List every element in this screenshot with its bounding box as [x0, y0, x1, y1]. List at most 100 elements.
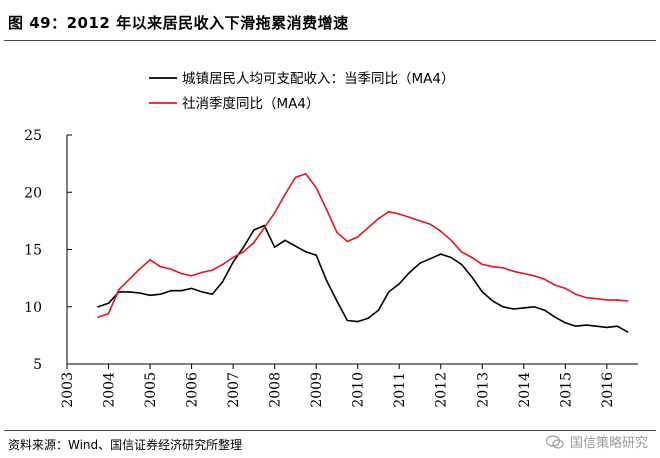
- legend-label-2: 社消季度同比（MA4）: [182, 96, 319, 112]
- data-point-2: [107, 312, 110, 315]
- series-layer: [97, 173, 629, 333]
- watermark: 国信策略研究: [545, 432, 648, 451]
- title-divider: [4, 40, 656, 41]
- data-point-1: [253, 229, 255, 231]
- data-point-2: [201, 271, 203, 274]
- data-point-2: [616, 299, 618, 301]
- data-point-2: [574, 293, 577, 296]
- x-tick-label: 2003: [60, 372, 76, 408]
- data-point-1: [180, 289, 182, 292]
- data-point-2: [128, 278, 131, 281]
- data-point-1: [471, 276, 473, 278]
- data-point-2: [284, 193, 286, 196]
- data-point-1: [419, 262, 421, 265]
- data-point-1: [626, 331, 629, 333]
- data-point-1: [512, 308, 515, 310]
- data-point-2: [471, 256, 473, 259]
- data-point-1: [325, 279, 328, 282]
- series-line-2: [97, 173, 628, 318]
- x-tick-label: 2013: [475, 372, 491, 408]
- data-point-2: [523, 272, 525, 275]
- chart-axes: 5 10 15 20 25 2003 2004 2005 2006 2007 2008 2009 201…: [24, 128, 638, 408]
- x-tick-label: 2006: [185, 372, 201, 408]
- data-point-1: [97, 306, 99, 308]
- data-point-2: [180, 272, 182, 275]
- data-point-1: [585, 324, 587, 326]
- data-point-2: [97, 316, 99, 318]
- y-tick-label: 5: [33, 357, 42, 373]
- data-point-2: [450, 239, 452, 242]
- y-tick-label: 15: [24, 243, 42, 259]
- data-point-2: [439, 230, 442, 232]
- y-tick-label: 20: [24, 185, 42, 201]
- data-point-1: [294, 245, 297, 247]
- data-point-1: [170, 289, 172, 292]
- data-point-1: [159, 293, 162, 296]
- source-note: 资料来源：Wind、国信证券经济研究所整理: [8, 438, 243, 452]
- figure-title: 图 49：2012 年以来居民收入下滑拖累消费增速: [8, 14, 349, 32]
- data-point-2: [159, 265, 162, 268]
- data-point-1: [439, 253, 442, 255]
- data-point-2: [502, 267, 504, 269]
- data-point-1: [408, 271, 411, 274]
- data-point-1: [450, 256, 452, 259]
- wechat-icon: [545, 434, 564, 449]
- chart-legend: 城镇居民人均可支配收入：当季同比（MA4） 社消季度同比（MA4）: [149, 71, 454, 112]
- data-point-1: [564, 322, 567, 324]
- data-point-1: [388, 291, 390, 293]
- data-point-2: [491, 265, 494, 268]
- line-chart: 5 10 15 20 25 2003 2004 2005 2006 2007 2008 2009 201…: [24, 71, 638, 408]
- data-point-1: [138, 292, 141, 294]
- data-point-1: [574, 325, 577, 328]
- data-point-1: [367, 317, 369, 320]
- data-point-2: [408, 216, 411, 219]
- data-point-2: [377, 217, 380, 220]
- footer-divider: [4, 430, 656, 431]
- x-tick-label: 2009: [309, 372, 325, 408]
- data-point-2: [585, 296, 587, 299]
- series-line-1: [97, 224, 628, 333]
- data-point-1: [242, 246, 245, 248]
- x-tick-label: 2014: [517, 372, 533, 408]
- x-tick-label: 2015: [558, 372, 574, 408]
- data-point-1: [523, 307, 525, 309]
- x-tick-label: 2016: [600, 372, 616, 408]
- data-point-2: [149, 259, 151, 261]
- data-point-1: [616, 325, 618, 328]
- data-point-2: [512, 270, 515, 273]
- data-point-1: [149, 294, 151, 297]
- data-point-2: [367, 226, 369, 229]
- data-point-2: [305, 173, 307, 175]
- data-point-2: [429, 223, 432, 226]
- data-point-1: [232, 261, 234, 263]
- data-point-1: [429, 257, 432, 260]
- data-point-2: [325, 208, 328, 211]
- data-point-1: [377, 309, 380, 312]
- data-point-2: [460, 251, 463, 253]
- data-point-1: [543, 309, 546, 312]
- x-tick-label: 2011: [392, 372, 408, 408]
- data-point-2: [263, 226, 266, 229]
- data-point-1: [398, 283, 401, 285]
- data-point-2: [398, 213, 401, 215]
- x-tick-label: 2007: [226, 372, 242, 408]
- data-point-2: [253, 241, 255, 244]
- data-point-1: [346, 319, 349, 322]
- data-point-1: [201, 291, 203, 293]
- data-point-2: [336, 231, 338, 234]
- x-tick-label: 2005: [143, 372, 159, 408]
- data-point-2: [419, 220, 421, 222]
- data-point-1: [606, 326, 608, 329]
- data-point-2: [273, 212, 276, 214]
- y-tick-label: 25: [24, 128, 42, 144]
- data-point-2: [388, 210, 390, 213]
- data-point-1: [221, 280, 224, 283]
- data-point-2: [232, 256, 234, 259]
- data-point-2: [138, 268, 141, 270]
- data-point-2: [543, 278, 546, 281]
- data-point-1: [481, 291, 484, 293]
- watermark-text: 国信策略研究: [569, 436, 648, 451]
- data-point-2: [242, 251, 245, 253]
- x-tick-label: 2004: [102, 372, 118, 408]
- data-point-2: [190, 275, 193, 277]
